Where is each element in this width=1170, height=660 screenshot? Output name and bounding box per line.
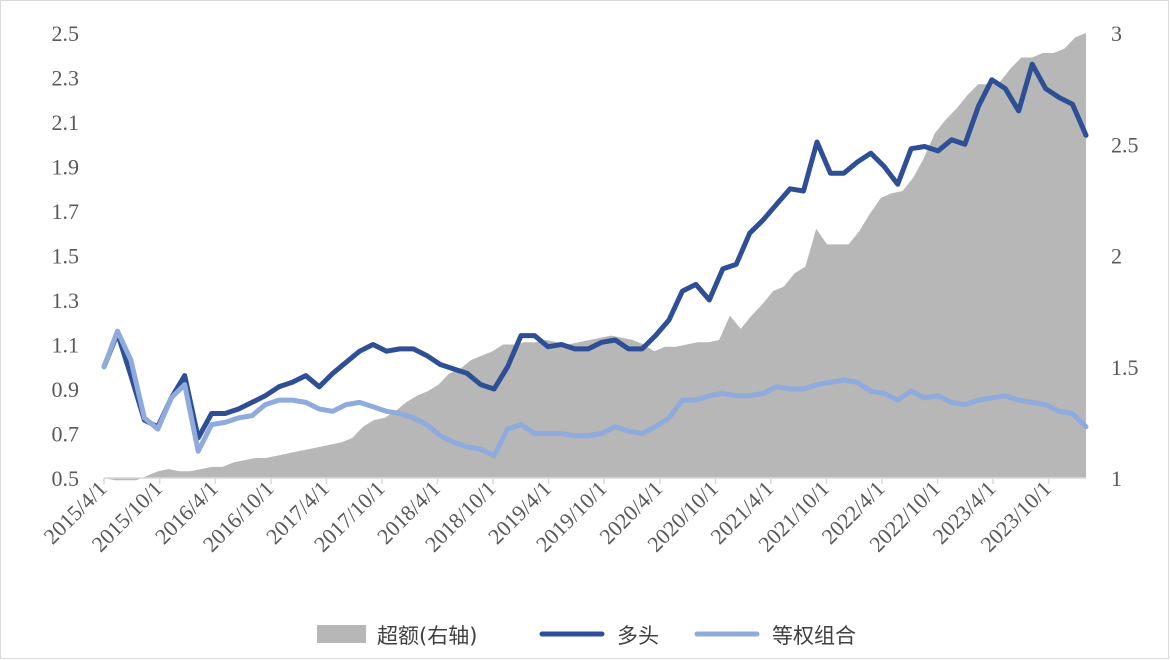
left-y-tick-label: 1.9 xyxy=(52,155,80,180)
left-y-tick-label: 2.3 xyxy=(52,66,80,91)
right-y-tick-label: 2.5 xyxy=(1111,132,1139,157)
left-y-tick-label: 1.3 xyxy=(52,288,80,313)
right-y-tick-label: 3 xyxy=(1111,21,1122,46)
left-y-tick-label: 0.7 xyxy=(52,422,80,447)
left-y-tick-label: 0.5 xyxy=(52,466,80,491)
line-layer xyxy=(101,61,1089,459)
right-y-tick-label: 1.5 xyxy=(1111,355,1139,380)
left-y-tick-label: 1.1 xyxy=(52,333,80,358)
legend-label-equal-weight: 等权组合 xyxy=(772,624,856,648)
legend-swatch-excess xyxy=(317,625,366,643)
series-line-equal-weight xyxy=(101,328,1089,459)
legend: 超额(右轴) 多头 等权组合 xyxy=(317,624,856,648)
left-y-tick-label: 2.5 xyxy=(52,21,80,46)
left-y-tick-label: 1.5 xyxy=(52,244,80,269)
right-y-tick-label: 1 xyxy=(1111,466,1122,491)
left-y-tick-label: 1.7 xyxy=(52,199,80,224)
left-y-tick-label: 0.9 xyxy=(52,377,80,402)
legend-label-excess: 超额(右轴) xyxy=(377,624,477,648)
series-area-excess xyxy=(104,33,1086,481)
legend-label-long: 多头 xyxy=(617,624,659,648)
left-y-tick-label: 2.1 xyxy=(52,110,80,135)
series-line-long xyxy=(101,61,1089,441)
right-y-tick-label: 2 xyxy=(1111,244,1122,269)
area-layer xyxy=(104,33,1086,481)
